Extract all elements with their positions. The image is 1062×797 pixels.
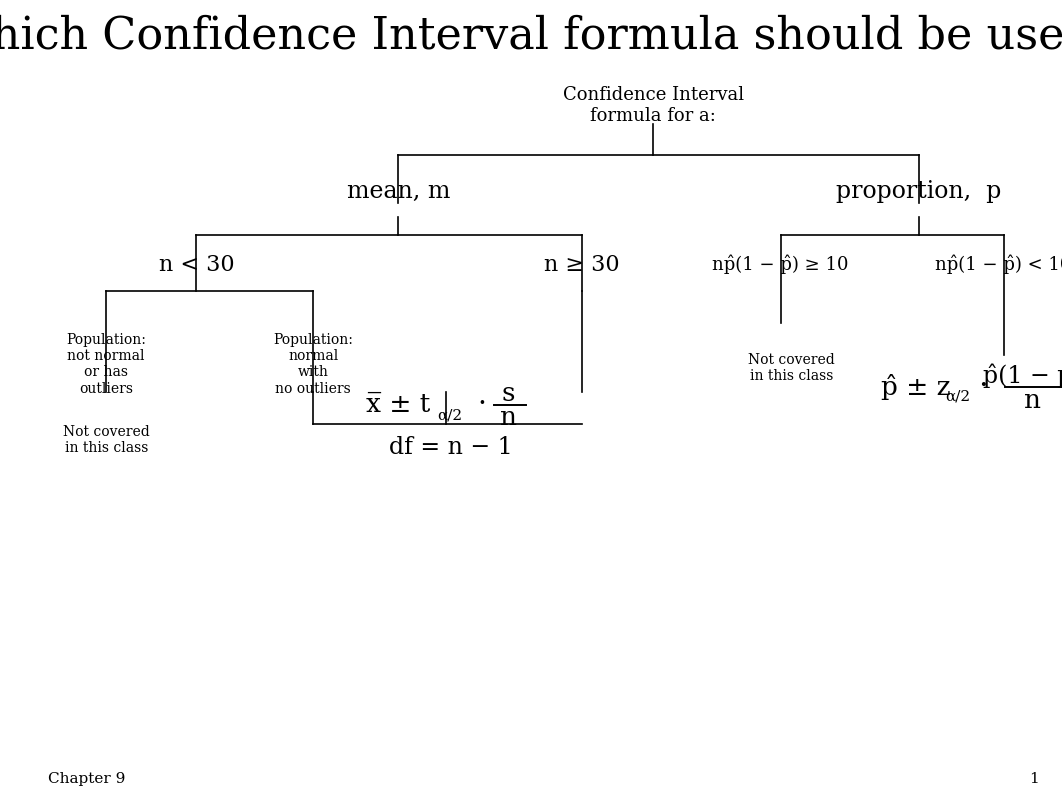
Text: df = n − 1: df = n − 1 [390, 437, 513, 459]
Text: Confidence Interval
formula for a:: Confidence Interval formula for a: [563, 86, 743, 124]
Text: n < 30: n < 30 [158, 253, 235, 276]
Text: mean, m: mean, m [346, 180, 450, 202]
Text: Chapter 9: Chapter 9 [48, 772, 125, 787]
Text: Population:
not normal
or has
outliers: Population: not normal or has outliers [66, 333, 147, 395]
Text: Which Confidence Interval formula should be used?: Which Confidence Interval formula should… [0, 14, 1062, 57]
Text: ·: · [978, 371, 989, 402]
Text: ·: · [478, 391, 486, 418]
Text: α/2: α/2 [945, 389, 971, 403]
Text: n ≥ 30: n ≥ 30 [544, 253, 620, 276]
Text: Population:
normal
with
no outliers: Population: normal with no outliers [273, 333, 354, 395]
Text: proportion,  p: proportion, p [836, 180, 1001, 202]
Text: np̂(1 − p̂) ≥ 10: np̂(1 − p̂) ≥ 10 [713, 255, 849, 274]
Text: 1: 1 [1029, 772, 1039, 787]
Text: p̂(1 − p̂): p̂(1 − p̂) [983, 364, 1062, 388]
Text: np̂(1 − p̂) < 10: np̂(1 − p̂) < 10 [936, 255, 1062, 274]
Text: p̂ ± z: p̂ ± z [880, 374, 950, 399]
Text: α/2: α/2 [438, 408, 463, 422]
Text: Not covered
in this class: Not covered in this class [748, 353, 835, 383]
Text: x̅ ± t: x̅ ± t [366, 392, 430, 418]
Text: Not covered
in this class: Not covered in this class [63, 425, 150, 455]
Text: s: s [502, 381, 515, 406]
Text: n: n [1024, 387, 1041, 413]
Text: n: n [500, 405, 517, 430]
